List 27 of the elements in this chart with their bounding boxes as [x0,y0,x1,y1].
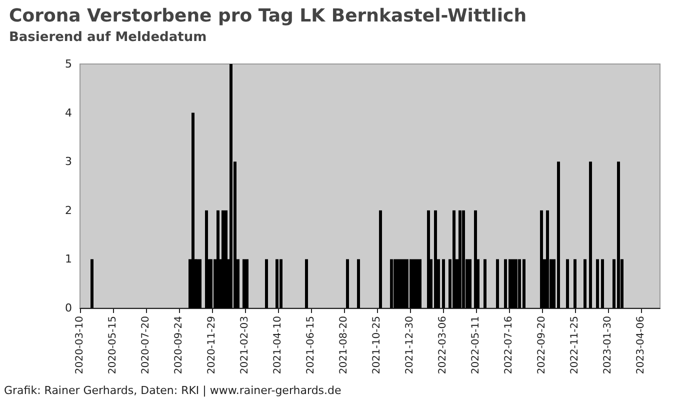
x-tick-label: 2020-03-10 [74,316,86,374]
x-tick-label: 2023-04-06 [636,316,646,374]
chart-title: Corona Verstorbene pro Tag LK Bernkastel-Wittlich [9,6,527,26]
y-tick-label: 2 [65,204,72,217]
x-tick-label: 2022-07-16 [504,316,514,374]
x-tick-label: 2023-01-30 [602,316,614,374]
y-tick-label: 5 [65,58,72,70]
x-tick-label: 2021-08-20 [338,316,350,374]
x-tick-label: 2021-06-15 [306,316,316,374]
x-tick-label: 2020-09-24 [174,316,184,374]
chart-subtitle: Basierend auf Meldedatum [9,30,207,45]
y-tick-label: 3 [65,155,72,168]
y-tick-label: 0 [65,302,72,314]
x-tick-label: 2022-09-20 [536,316,548,374]
y-tick-label: 1 [65,252,72,266]
x-tick-label: 2020-07-20 [140,316,152,374]
x-tick-label: 2021-10-25 [372,316,382,374]
x-tick-label: 2020-11-29 [206,316,218,374]
x-tick-label: 2021-02-03 [240,316,250,374]
x-tick-label: 2021-12-30 [404,316,416,374]
x-tick-label: 2021-04-10 [272,316,284,374]
x-tick-label: 2020-05-15 [108,316,118,374]
x-tick-label: 2022-05-11 [470,316,482,374]
x-tick-label: 2022-03-06 [438,316,448,374]
y-tick-label: 4 [65,106,72,120]
x-tick-label: 2022-11-25 [570,316,580,374]
text: Grafik: Rainer Gerhards, Daten: RKI | www.rainer-gerhards.de [4,384,342,397]
